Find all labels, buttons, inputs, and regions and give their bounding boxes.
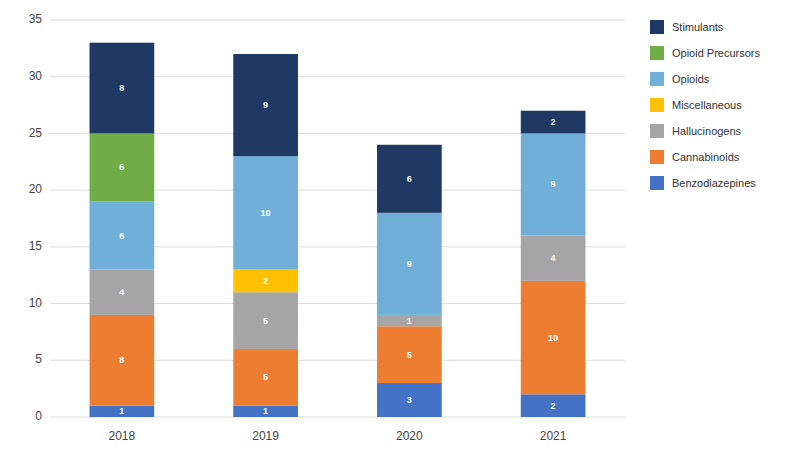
data-label: 5 xyxy=(263,372,268,382)
legend-label: Benzodiazepines xyxy=(672,177,756,189)
x-tick-label: 2018 xyxy=(109,429,136,443)
data-label: 2 xyxy=(551,117,556,127)
data-label: 9 xyxy=(263,100,268,110)
legend: Stimulants Opioid Precursors Opioids Miscel… xyxy=(650,20,761,190)
bar-segment xyxy=(521,111,586,134)
bar-segment xyxy=(90,133,155,201)
bar-segment xyxy=(521,394,586,417)
bar-segment xyxy=(377,145,442,213)
bar-segment xyxy=(233,156,298,269)
data-label: 9 xyxy=(407,259,412,269)
bar-segment xyxy=(233,406,298,417)
data-label: 6 xyxy=(119,231,124,241)
bar-segment xyxy=(521,281,586,394)
data-label: 5 xyxy=(263,316,268,326)
legend-swatch xyxy=(650,150,664,164)
legend-label: Stimulants xyxy=(672,21,724,33)
data-label: 1 xyxy=(263,406,268,416)
bar-segment xyxy=(233,270,298,293)
bar-segment xyxy=(521,133,586,235)
legend-label: Hallucinogens xyxy=(672,125,742,137)
bar-segment xyxy=(377,315,442,326)
y-tick-label: 35 xyxy=(29,12,43,26)
legend-swatch xyxy=(650,176,664,190)
x-tick-label: 2020 xyxy=(396,429,423,443)
data-label: 10 xyxy=(548,333,558,343)
y-tick-label: 25 xyxy=(29,126,43,140)
y-tick-label: 10 xyxy=(29,296,43,310)
grid-line xyxy=(50,20,625,21)
data-label: 6 xyxy=(407,174,412,184)
bar-segment xyxy=(233,349,298,406)
data-label: 3 xyxy=(407,395,412,405)
grid xyxy=(50,20,625,417)
bar-segment xyxy=(377,383,442,417)
legend-swatch xyxy=(650,98,664,112)
chart-container: 0510152025303520182019202020211132855104… xyxy=(0,0,800,457)
bar-segment xyxy=(233,54,298,156)
bar-segment xyxy=(521,236,586,281)
bar-segment xyxy=(377,213,442,315)
legend-label: Cannabinoids xyxy=(672,151,740,163)
data-label: 5 xyxy=(407,350,412,360)
bar-segment xyxy=(90,406,155,417)
bar-segment xyxy=(377,326,442,383)
data-label: 4 xyxy=(119,287,124,297)
data-label: 10 xyxy=(261,208,271,218)
y-tick-label: 30 xyxy=(29,69,43,83)
bar-segment xyxy=(90,270,155,315)
y-tick-label: 0 xyxy=(35,409,42,423)
legend-swatch xyxy=(650,46,664,60)
legend-swatch xyxy=(650,72,664,86)
data-label: 6 xyxy=(119,162,124,172)
bar-segment xyxy=(90,43,155,134)
data-label: 1 xyxy=(407,316,412,326)
x-tick-label: 2019 xyxy=(252,429,279,443)
axes: 051015202530352018201920202021 xyxy=(29,12,567,443)
chart-svg: 0510152025303520182019202020211132855104… xyxy=(0,0,800,457)
x-tick-label: 2021 xyxy=(540,429,567,443)
legend-swatch xyxy=(650,124,664,138)
legend-label: Miscellaneous xyxy=(672,99,742,111)
data-label: 9 xyxy=(551,179,556,189)
bar-segment xyxy=(90,201,155,269)
data-label: 8 xyxy=(119,83,124,93)
data-label: 4 xyxy=(551,253,556,263)
bar-segment xyxy=(90,315,155,406)
bar-segment xyxy=(233,292,298,349)
bars xyxy=(90,43,586,417)
data-labels: 1 1 3 2 8 5 5 10 4 5 1 4 2 6 10 9 9 6 8 9 6 2 xyxy=(119,83,558,416)
data-label: 8 xyxy=(119,355,124,365)
background xyxy=(0,0,800,457)
data-label: 1 xyxy=(119,406,124,416)
legend-label: Opioids xyxy=(672,73,710,85)
y-tick-label: 5 xyxy=(35,352,42,366)
legend-label: Opioid Precursors xyxy=(672,47,761,59)
legend-swatch xyxy=(650,20,664,34)
data-label: 2 xyxy=(551,401,556,411)
y-tick-label: 20 xyxy=(29,182,43,196)
data-label: 2 xyxy=(263,276,268,286)
y-tick-label: 15 xyxy=(29,239,43,253)
